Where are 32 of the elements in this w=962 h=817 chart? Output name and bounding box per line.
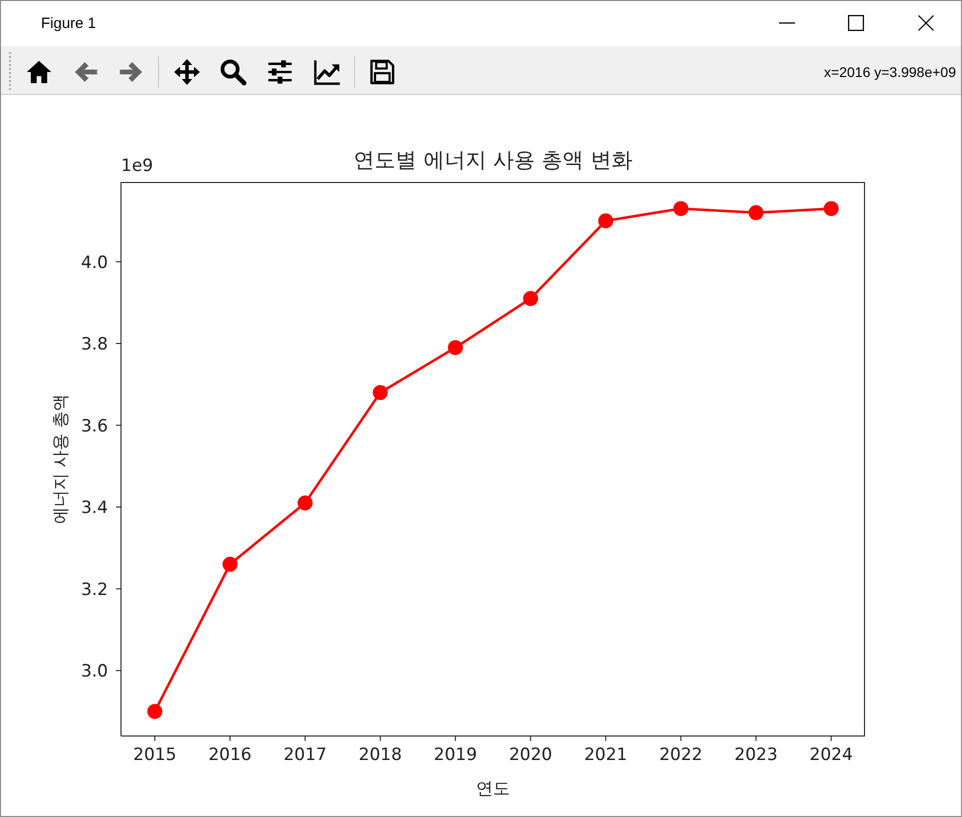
- y-tick-label: 3.6: [80, 416, 108, 436]
- x-tick-label: 2022: [659, 745, 703, 766]
- point: [523, 291, 538, 306]
- x-tick-label: 2024: [810, 745, 853, 766]
- point: [448, 340, 463, 356]
- y-tick-label: 3.8: [80, 334, 108, 355]
- y-axis-title: 에너지 사용 총액: [51, 394, 71, 524]
- y-tick-label: 3.0: [80, 662, 108, 682]
- point: [748, 205, 764, 220]
- x-tick-label: 2023: [734, 745, 778, 766]
- x-tick-label: 2020: [508, 745, 552, 766]
- x-tick-label: 2019: [434, 745, 478, 766]
- x-tick-label: 2017: [283, 745, 327, 766]
- x-tick-label: 2021: [584, 745, 628, 766]
- x-tick-label: 2016: [208, 745, 252, 766]
- caption: Figure 1: [41, 14, 96, 34]
- text: 1e9: [121, 156, 154, 176]
- x-tick-label: 2018: [358, 745, 402, 766]
- y-tick-label: 4.0: [80, 252, 108, 273]
- point: [147, 704, 162, 719]
- x-tick-label: 2015: [133, 745, 176, 766]
- point: [372, 385, 388, 400]
- x-axis-title: 연도: [476, 779, 510, 799]
- chart-title: 연도별 에너지 사용 총액 변화: [354, 148, 632, 172]
- y-tick-label: 3.2: [80, 580, 108, 600]
- point: [598, 213, 614, 228]
- point: [673, 201, 688, 216]
- point: [824, 201, 839, 216]
- text: x=2016 y=3.998e+09: [824, 63, 956, 81]
- point: [298, 495, 313, 510]
- point: [222, 556, 238, 572]
- y-tick-label: 3.4: [80, 498, 108, 518]
